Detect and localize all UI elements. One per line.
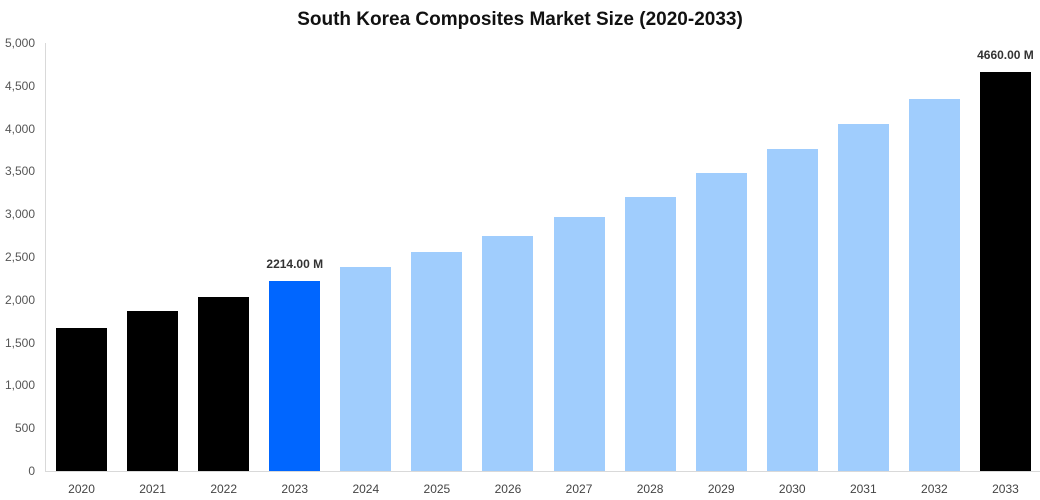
plot-area bbox=[45, 43, 1040, 471]
bar-2030[interactable] bbox=[766, 148, 818, 471]
bar-2032[interactable] bbox=[908, 98, 960, 471]
y-tick-label: 3,500 bbox=[4, 164, 35, 179]
x-axis-line bbox=[45, 471, 1040, 472]
y-tick-label: 4,000 bbox=[4, 121, 35, 136]
y-tick-label: 5,000 bbox=[4, 36, 35, 50]
bar-2033[interactable] bbox=[979, 72, 1031, 471]
bar-2031[interactable] bbox=[837, 123, 889, 471]
bar-2029[interactable] bbox=[695, 173, 747, 471]
bar-2026[interactable] bbox=[482, 236, 534, 471]
y-tick-label: 500 bbox=[14, 421, 35, 436]
x-tick-label: 2031 bbox=[849, 482, 877, 496]
x-tick-label: 2020 bbox=[68, 482, 95, 496]
x-tick-label: 2023 bbox=[281, 482, 309, 496]
bar-2024[interactable] bbox=[340, 267, 392, 471]
bar-2025[interactable] bbox=[411, 252, 463, 471]
bar-2021[interactable] bbox=[127, 311, 179, 471]
x-tick-label: 2028 bbox=[636, 482, 664, 496]
x-tick-label: 2021 bbox=[139, 482, 166, 496]
y-tick-label: 2,500 bbox=[4, 250, 35, 264]
bar-2020[interactable] bbox=[56, 328, 108, 471]
y-tick-label: 2,000 bbox=[4, 292, 35, 307]
data-label-2023: 2214.00 M bbox=[266, 257, 324, 272]
bar-2028[interactable] bbox=[624, 197, 676, 471]
x-tick-label: 2029 bbox=[707, 482, 735, 496]
chart-title: South Korea Composites Market Size (2020… bbox=[297, 9, 743, 30]
x-tick-label: 2032 bbox=[921, 482, 948, 496]
x-tick-label: 2027 bbox=[565, 482, 593, 496]
data-label-2033: 4660.00 M bbox=[977, 48, 1034, 63]
x-tick-label: 2030 bbox=[778, 482, 806, 496]
x-tick-label: 2025 bbox=[423, 482, 451, 496]
x-tick-label: 2026 bbox=[494, 482, 522, 496]
y-tick-label: 3,000 bbox=[4, 207, 35, 222]
y-tick-label: 1,000 bbox=[4, 378, 35, 393]
y-tick-label: 4,500 bbox=[4, 78, 35, 93]
x-tick-label: 2033 bbox=[992, 482, 1019, 496]
bar-2027[interactable] bbox=[553, 217, 605, 471]
bar-2023[interactable] bbox=[269, 281, 321, 471]
y-tick-label: 0 bbox=[28, 464, 35, 478]
y-tick-label: 1,500 bbox=[4, 335, 35, 350]
x-tick-label: 2022 bbox=[210, 482, 238, 496]
bar-2022[interactable] bbox=[198, 296, 250, 471]
y-axis-line bbox=[45, 43, 46, 472]
x-tick-label: 2024 bbox=[352, 482, 380, 496]
